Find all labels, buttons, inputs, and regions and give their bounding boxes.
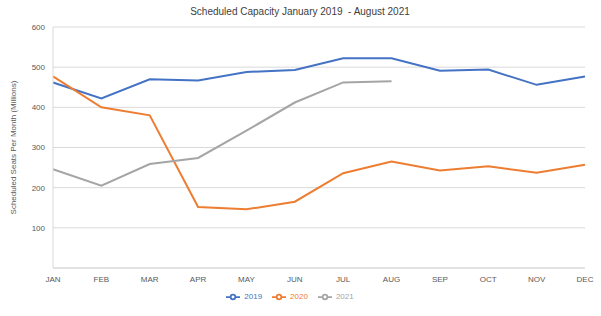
svg-text:Scheduled Seats Per Month (Mil: Scheduled Seats Per Month (Millions) [9, 80, 18, 214]
html-text:2019: 2019 [244, 292, 263, 302]
svg-text:500: 500 [32, 63, 46, 72]
html-text:2020: 2020 [290, 292, 308, 302]
svg-text:600: 600 [32, 23, 46, 32]
html-text:2021: 2021 [335, 292, 354, 302]
svg-text:SEP: SEP [432, 275, 448, 284]
svg-text:DEC: DEC [577, 275, 593, 284]
svg-text:APR: APR [190, 275, 207, 284]
svg-text:JAN: JAN [45, 275, 60, 284]
svg-text:400: 400 [32, 103, 46, 112]
html-text:Scheduled Capacity January 201: Scheduled Capacity January 2019 - August… [190, 6, 410, 17]
svg-text:MAR: MAR [141, 275, 159, 284]
svg-text:OCT: OCT [480, 275, 497, 284]
svg-text:AUG: AUG [383, 275, 400, 284]
svg-text:JUN: JUN [287, 275, 303, 284]
svg-text:JUL: JUL [336, 275, 351, 284]
svg-text:NOV: NOV [528, 275, 546, 284]
svg-text:FEB: FEB [94, 275, 110, 284]
svg-text:300: 300 [32, 143, 46, 152]
svg-text:MAY: MAY [238, 275, 255, 284]
svg-text:200: 200 [32, 184, 46, 193]
svg-text:100: 100 [32, 224, 46, 233]
